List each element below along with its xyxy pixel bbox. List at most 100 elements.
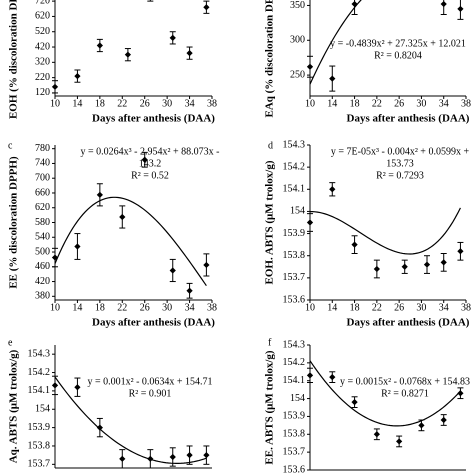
y-tick-label: 740: [35, 158, 50, 169]
x-tick-label: 30: [416, 302, 426, 313]
y-axis-label: EOH. ABTS (μM trolox/g): [264, 160, 276, 284]
x-tick-label: 26: [140, 302, 150, 313]
y-tick-label: 153.8: [283, 429, 306, 440]
plot-area: [51, 151, 210, 299]
equation: R² = 0.901: [129, 388, 172, 399]
y-tick-label: 154.1: [283, 375, 306, 386]
point: [169, 267, 176, 274]
x-axis-label: Days after anthesis (DAA): [92, 317, 215, 329]
equation: 143.2: [139, 158, 162, 169]
point: [203, 261, 210, 269]
y-tick-label: 460: [35, 261, 50, 272]
point: [373, 265, 380, 273]
x-tick-label: 30: [416, 98, 426, 109]
x-tick-label: 22: [372, 302, 382, 313]
point: [440, 259, 447, 266]
point: [351, 399, 358, 406]
y-tick-label: 250: [290, 69, 305, 80]
point: [186, 287, 193, 294]
x-tick-label: 18: [350, 302, 360, 313]
panel-label: d: [268, 140, 273, 151]
y-tick-label: 153.6: [283, 464, 306, 474]
x-tick-label: 14: [327, 98, 337, 109]
y-tick-label: 620: [35, 202, 50, 213]
x-tick-label: 10: [50, 302, 60, 313]
point: [141, 156, 148, 163]
y-tick-label: 720: [35, 0, 50, 6]
point: [440, 0, 447, 8]
y-axis-label: EAq (% discoloration DPPH): [264, 0, 276, 118]
equation: R² = 0.52: [131, 170, 169, 181]
y-axis-label: EE (% discoloration DPPH): [8, 156, 20, 289]
x-tick-label: 38: [461, 302, 471, 313]
equation: R² = 0.8271: [381, 388, 429, 399]
x-tick-label: 34: [185, 98, 195, 109]
trend-line: [54, 196, 207, 287]
point: [96, 42, 103, 49]
x-tick-label: 14: [72, 98, 82, 109]
y-tick-label: 154.3: [283, 139, 306, 150]
panel: 120 220 320 420 520 620 720 10 14 18 22 26 30 34 38 Day…: [8, 0, 217, 125]
x-tick-label: 26: [394, 302, 404, 313]
panel: 153.6 153.7 153.8 153.9 154 154.1 154.2 154.3 10…: [264, 139, 471, 328]
point: [440, 416, 447, 424]
point: [74, 243, 81, 250]
y-tick-label: 320: [35, 57, 50, 68]
y-tick-label: 380: [35, 291, 50, 302]
x-tick-label: 38: [207, 98, 217, 109]
equation: y = 0.001x² - 0.0634x + 154.71: [87, 376, 212, 387]
point: [423, 261, 431, 268]
y-tick-label: 153.8: [28, 440, 51, 451]
x-axis-label: Days after anthesis (DAA): [347, 113, 470, 125]
equation: y = -0.4839x² + 27.325x + 12.021: [330, 38, 466, 49]
y-tick-label: 220: [35, 72, 50, 83]
trend-line: [309, 360, 461, 427]
panel-label: c: [8, 140, 13, 151]
y-tick-label: 700: [35, 173, 50, 184]
x-tick-label: 14: [72, 302, 82, 313]
x-tick-label: 10: [50, 98, 60, 109]
y-tick-label: 500: [35, 246, 50, 257]
y-tick-label: 153.8: [283, 250, 306, 261]
point: [418, 422, 425, 429]
x-axis-label: Days after anthesis (DAA): [347, 317, 470, 329]
panel: 153.7 153.8 153.9 154 154.1 154.2 154.3 Aq. ABT…: [8, 337, 213, 469]
y-tick-label: 154.3: [28, 348, 51, 359]
y-tick-label: 580: [35, 217, 50, 228]
y-tick-label: 420: [35, 41, 50, 52]
y-axis-label: EOH (% discoloration DPPH): [8, 0, 20, 119]
y-tick-label: 153.6: [283, 294, 306, 305]
point: [124, 51, 132, 58]
point: [74, 384, 81, 391]
point: [457, 5, 464, 13]
x-tick-label: 26: [140, 98, 150, 109]
point: [169, 453, 176, 461]
plot-area: [306, 182, 464, 279]
y-tick-label: 660: [35, 187, 50, 198]
y-tick-label: 154: [35, 404, 50, 415]
x-tick-label: 18: [95, 98, 105, 109]
y-tick-label: 153.9: [283, 411, 306, 422]
y-tick-label: 420: [35, 276, 50, 287]
point: [74, 72, 81, 80]
y-axis-label: Aq. ABTS (μM trolox/g): [8, 349, 20, 463]
point: [457, 390, 464, 397]
equation: y = 0.0264x³ - 2.954x² + 88.073x -: [81, 146, 220, 157]
x-tick-label: 22: [117, 98, 127, 109]
x-tick-label: 30: [162, 302, 172, 313]
panel: 153.6 153.7 153.8 153.9 154 154.1 154.2 154.3 EE…: [264, 337, 471, 474]
trend-line: [54, 376, 207, 464]
panel-label: f: [268, 337, 272, 348]
point: [351, 0, 358, 8]
equation: y = 7E-05x³ - 0.004x² + 0.0599x +: [331, 146, 470, 157]
y-tick-label: 153.7: [283, 272, 306, 283]
x-tick-label: 18: [350, 98, 360, 109]
y-tick-label: 620: [35, 11, 50, 22]
x-tick-label: 30: [162, 98, 172, 109]
x-tick-label: 10: [305, 302, 315, 313]
x-tick-label: 34: [439, 98, 449, 109]
y-tick-label: 154.2: [283, 161, 306, 172]
point: [147, 455, 154, 462]
point: [329, 374, 336, 381]
point: [373, 431, 380, 438]
